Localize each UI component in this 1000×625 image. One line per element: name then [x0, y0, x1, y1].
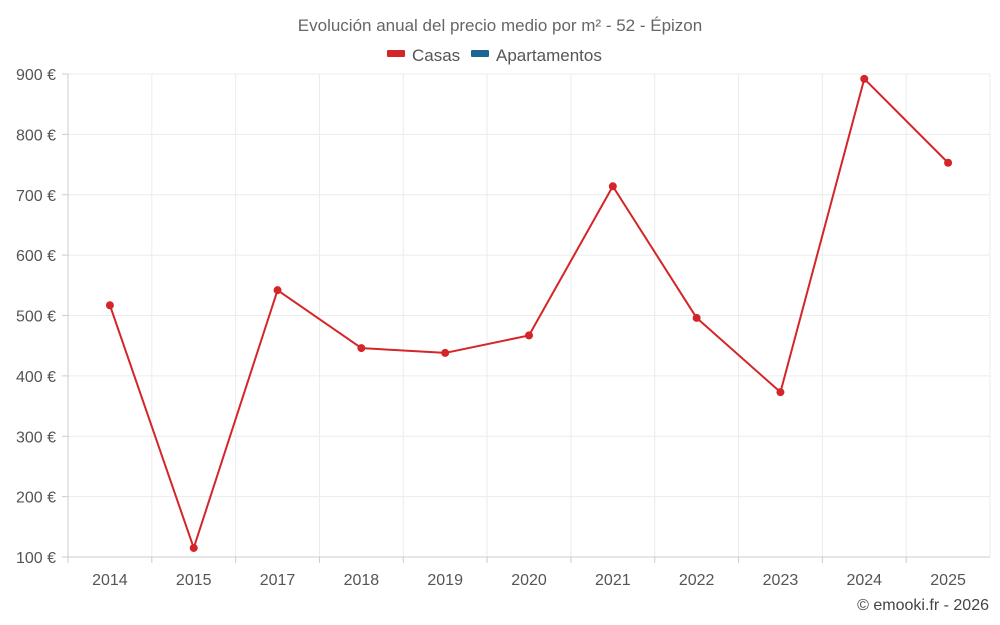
y-tick-label: 200 € — [16, 490, 56, 507]
y-tick-label: 400 € — [16, 369, 56, 386]
y-tick-label: 900 € — [16, 67, 56, 84]
grid — [67, 73, 991, 558]
legend: Casas Apartamentos — [387, 46, 602, 65]
x-tick-label: 2023 — [763, 572, 799, 589]
data-point[interactable] — [944, 158, 953, 167]
legend-swatch-apartamentos — [471, 50, 489, 57]
legend-item-apartamentos[interactable]: Apartamentos — [471, 46, 602, 65]
y-tick-label: 700 € — [16, 188, 56, 205]
series-casas — [105, 74, 953, 552]
x-tick-label: 2025 — [930, 572, 966, 589]
data-point[interactable] — [105, 301, 114, 310]
x-tick-label: 2014 — [92, 572, 128, 589]
data-point[interactable] — [189, 543, 198, 552]
data-point[interactable] — [525, 331, 533, 340]
x-axis: 2014 2015 2017 2018 2019 2020 2021 2022 2023 2024… — [67, 556, 990, 589]
legend-label-casas: Casas — [412, 46, 460, 65]
legend-swatch-casas — [387, 50, 405, 57]
data-point[interactable] — [692, 313, 701, 322]
chart-title: Evolución anual del precio medio por m² … — [298, 16, 702, 35]
y-tick-label: 800 € — [16, 127, 56, 144]
x-tick-label: 2020 — [511, 572, 547, 589]
data-point[interactable] — [776, 388, 785, 397]
x-tick-label: 2015 — [176, 572, 212, 589]
data-point[interactable] — [441, 348, 450, 357]
data-point[interactable] — [860, 74, 869, 83]
x-tick-label: 2021 — [595, 572, 631, 589]
data-point[interactable] — [357, 344, 366, 353]
y-tick-label: 100 € — [16, 550, 56, 567]
legend-label-apartamentos: Apartamentos — [496, 46, 602, 65]
y-tick-label: 500 € — [16, 309, 56, 326]
legend-item-casas[interactable]: Casas — [387, 46, 460, 65]
x-tick-label: 2017 — [260, 572, 296, 589]
x-tick-label: 2024 — [846, 572, 882, 589]
data-point[interactable] — [273, 286, 282, 295]
y-axis: 100 € 200 € 300 € 400 € 500 € 600 € 700 € 800 €… — [16, 67, 69, 567]
x-tick-label: 2018 — [344, 572, 380, 589]
data-point[interactable] — [608, 182, 617, 191]
x-tick-label: 2022 — [679, 572, 715, 589]
y-tick-label: 600 € — [16, 248, 56, 265]
credit-text: © emooki.fr - 2026 — [857, 597, 989, 614]
x-tick-label: 2019 — [427, 572, 463, 589]
y-tick-label: 300 € — [16, 429, 56, 446]
